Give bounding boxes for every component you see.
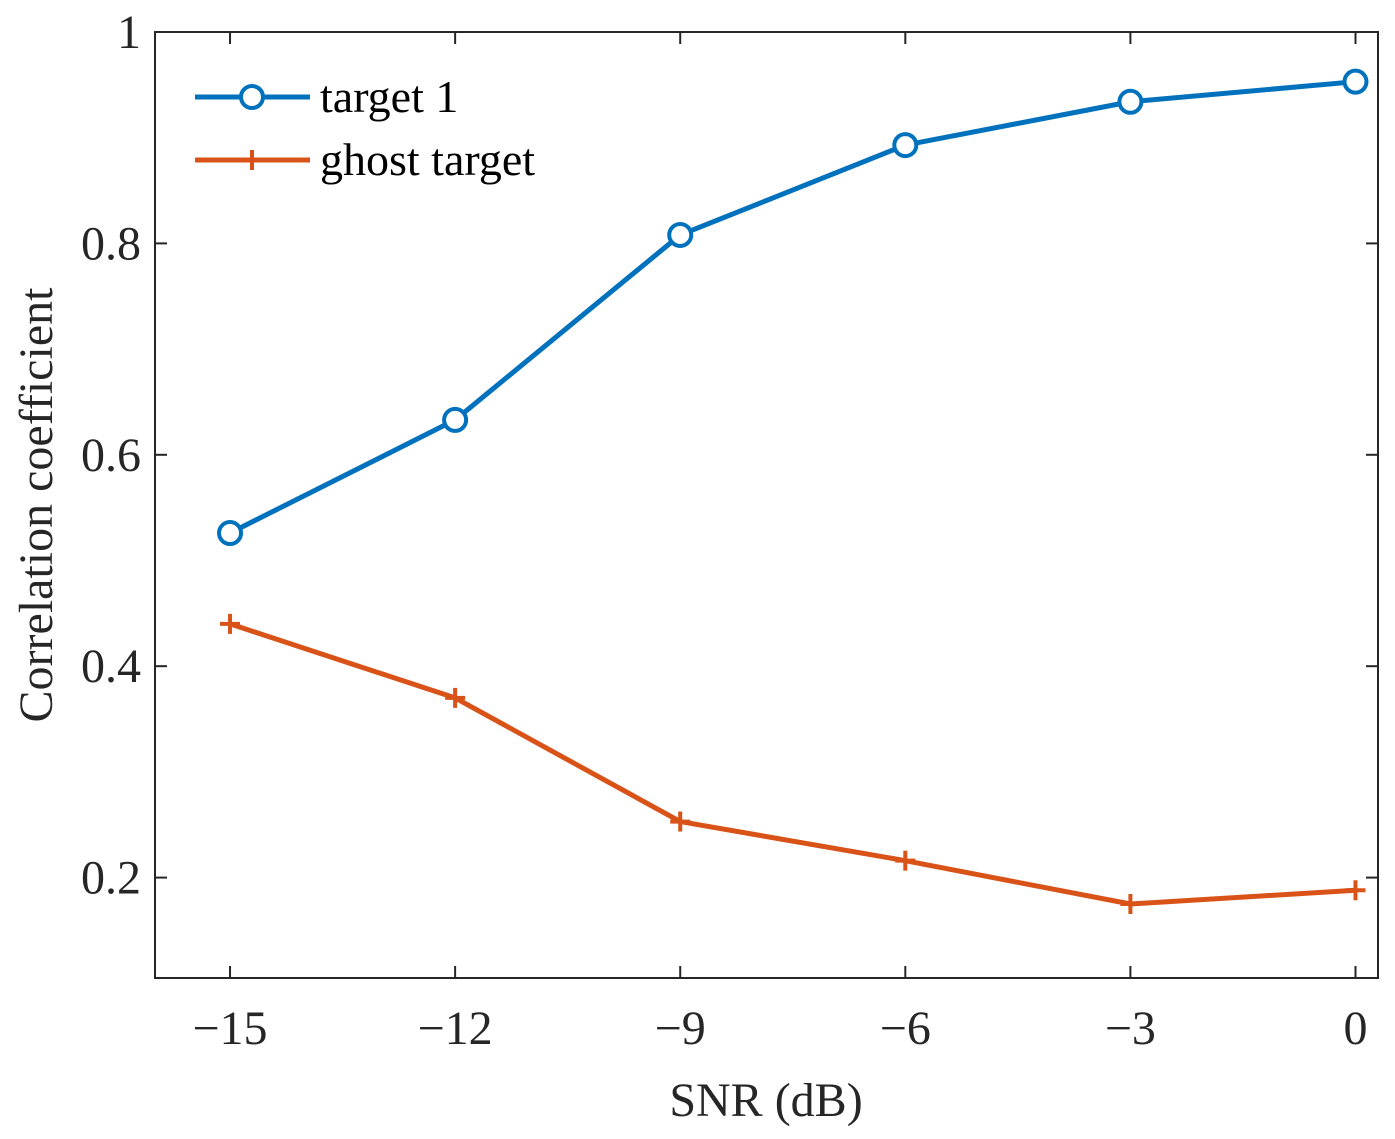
data-point	[670, 811, 691, 832]
data-point	[1120, 894, 1141, 915]
x-tick-label: 0	[1343, 1002, 1367, 1055]
data-point	[220, 613, 241, 634]
x-tick-label: −3	[1105, 1002, 1156, 1055]
plot-area-border	[154, 31, 1379, 979]
legend-label: target 1	[320, 71, 458, 122]
data-point	[667, 221, 694, 248]
y-axis-label: Correlation coefficient	[10, 287, 63, 723]
x-tick-label: −15	[192, 1002, 267, 1055]
series-ghost-target	[220, 613, 1366, 915]
y-tick-label: 1	[117, 6, 141, 59]
data-point	[1345, 880, 1366, 901]
series-target-1	[217, 68, 1369, 547]
legend-marker	[242, 150, 262, 170]
y-tick-label: 0.6	[81, 429, 141, 482]
series-layer	[217, 68, 1369, 915]
legend-marker	[239, 84, 265, 110]
data-point	[217, 520, 244, 547]
data-point	[442, 406, 469, 433]
legend-item: target 1	[195, 71, 458, 122]
y-tick-label: 0.8	[81, 217, 141, 270]
legend-item: ghost target	[195, 134, 535, 185]
y-tick-label: 0.2	[81, 852, 141, 905]
series-line	[229, 621, 1356, 907]
x-axis-label: SNR (dB)	[669, 1074, 862, 1127]
y-tick-label: 0.4	[81, 640, 141, 693]
legend-label: ghost target	[320, 134, 535, 185]
x-tick-label: −12	[418, 1002, 493, 1055]
series-line	[228, 79, 1356, 536]
x-axis: −15 −12 −9 −6 −3 0	[192, 32, 1367, 1055]
legend: target 1 ghost target	[195, 71, 535, 185]
data-point	[1117, 88, 1144, 115]
data-point	[1342, 68, 1369, 95]
plot-frame	[154, 31, 1379, 979]
data-point	[892, 132, 919, 159]
data-point	[895, 850, 916, 871]
x-tick-label: −9	[655, 1002, 706, 1055]
x-tick-label: −6	[880, 1002, 931, 1055]
y-axis: 0.2 0.4 0.6 0.8 1	[81, 6, 1378, 905]
data-point	[445, 687, 466, 708]
